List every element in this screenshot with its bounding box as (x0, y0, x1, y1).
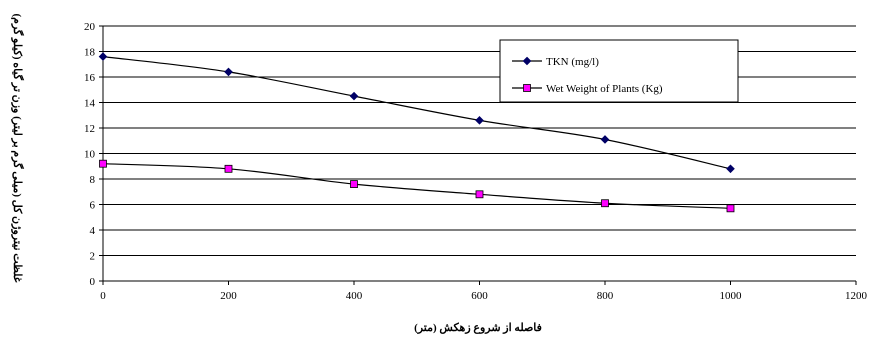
grid-lines (103, 25, 856, 256)
y-tick-label: 2 (90, 251, 96, 263)
legend-marker (523, 84, 531, 92)
data-point (726, 164, 735, 174)
y-tick-label: 10 (84, 149, 96, 161)
x-tick-label: 1200 (845, 290, 868, 302)
x-tick-label: 800 (597, 290, 614, 302)
data-point (99, 159, 107, 168)
x-tick-label: 400 (346, 290, 363, 302)
y-tick-label: 4 (90, 225, 96, 237)
y-tick-label: 12 (84, 123, 95, 135)
y-tick-label: 20 (84, 21, 96, 33)
legend-entries: TKN (mg/l) Wet Weight of Plants (Kg) (512, 56, 663, 95)
data-point (475, 116, 484, 125)
y-tick-label: 6 (90, 200, 96, 212)
x-tick-label: 1000 (720, 290, 743, 302)
legend-marker (522, 56, 532, 66)
data-point (224, 67, 233, 77)
y-axis-title: غلظت نیتروژن کل (میلی گرم بر لیتر) وزن ت… (11, 14, 25, 283)
legend: TKN (mg/l) Wet Weight of Plants (Kg) (499, 39, 739, 103)
series-1 (98, 52, 735, 174)
y-tick-label: 0 (90, 276, 96, 288)
series-line (102, 56, 731, 170)
data-point (600, 135, 610, 144)
x-tick-label: 200 (220, 290, 237, 302)
data-point (350, 180, 358, 189)
x-axis-title: فاصله از شروع زهکش (متر) (414, 322, 542, 334)
series-group (98, 52, 735, 213)
y-tick-label: 18 (84, 47, 96, 59)
legend-box (499, 39, 739, 103)
data-point (726, 204, 735, 213)
series-2 (99, 159, 735, 213)
legend-entry: Wet Weight of Plants (Kg) (512, 83, 663, 95)
y-tick-label: 16 (84, 72, 96, 84)
x-tick-label: 600 (471, 290, 488, 302)
legend-label: Wet Weight of Plants (Kg) (546, 83, 663, 95)
series-line (102, 163, 731, 209)
data-point (601, 199, 609, 208)
y-tick-label: 14 (84, 98, 96, 110)
x-tick-label: 0 (100, 290, 106, 302)
legend-label: TKN (mg/l) (546, 56, 599, 68)
data-point (475, 190, 484, 199)
y-tick-label: 8 (90, 174, 96, 186)
data-point (98, 52, 108, 61)
y-axis-ticks: 0 2 4 6 8 10 12 14 16 18 20 (84, 21, 103, 288)
x-axis-ticks: 0 200 400 600 800 1000 1200 (100, 281, 868, 302)
data-point (224, 164, 233, 173)
legend-entry: TKN (mg/l) (512, 56, 599, 68)
data-point (349, 91, 359, 101)
